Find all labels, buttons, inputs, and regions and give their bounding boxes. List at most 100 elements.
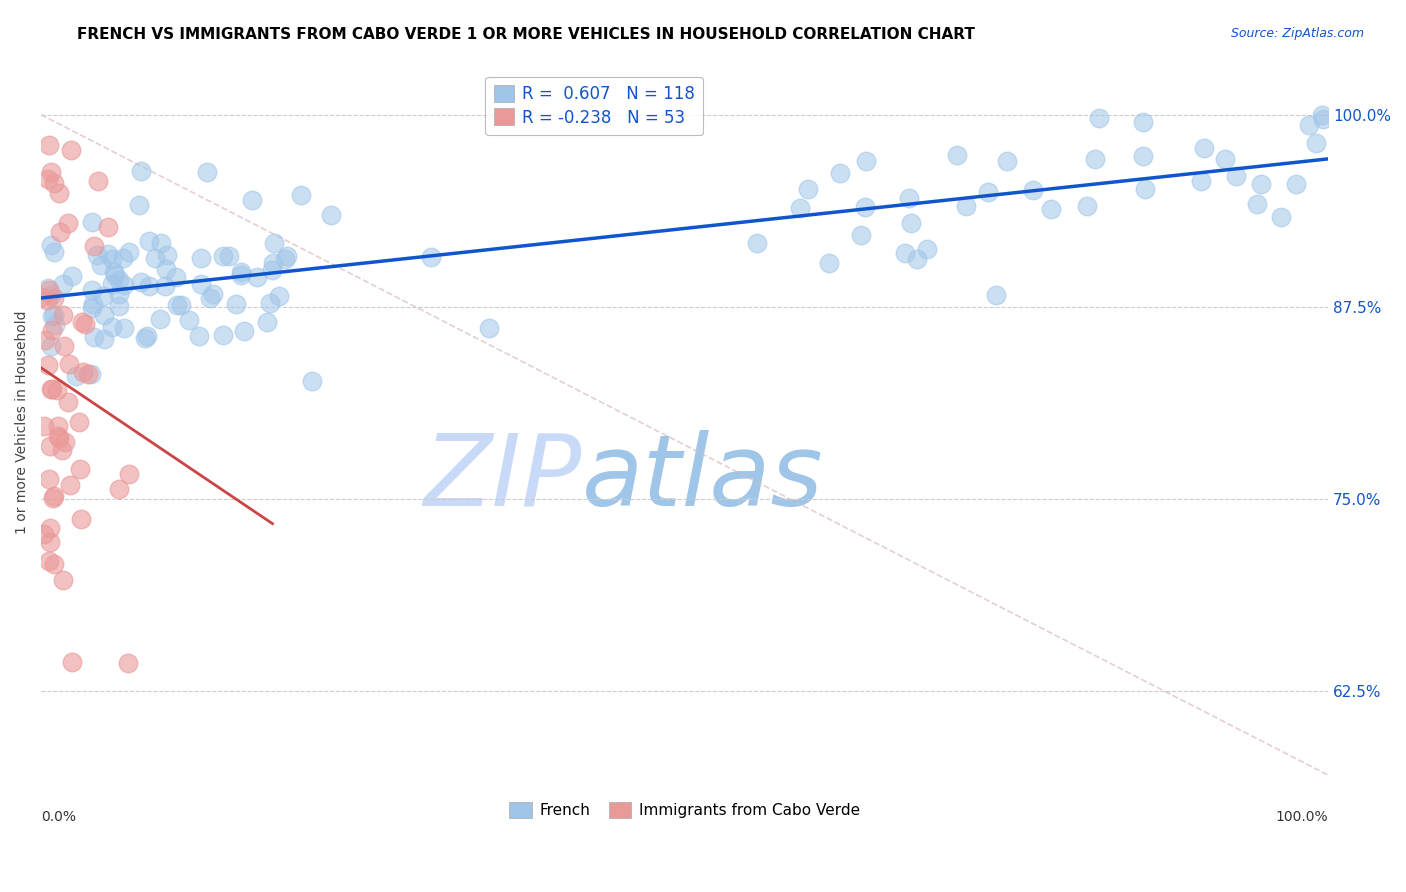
Text: Source: ZipAtlas.com: Source: ZipAtlas.com [1230, 27, 1364, 40]
Point [797, 182, 820, 196]
Point [1133, 182, 1156, 196]
Point [851, 227, 873, 242]
Point [67, 415, 90, 429]
Point [128, 197, 150, 211]
Point [818, 256, 841, 270]
Point [212, 249, 235, 263]
Point [229, 265, 252, 279]
Point [65, 368, 87, 383]
Point [1040, 202, 1063, 216]
Point [202, 287, 225, 301]
Point [1088, 112, 1111, 126]
Point [915, 242, 938, 256]
Point [42, 557, 65, 571]
Point [44, 291, 66, 305]
Point [41, 310, 63, 324]
Point [855, 154, 877, 169]
Point [73, 317, 96, 331]
Point [60, 268, 83, 283]
Point [478, 321, 501, 335]
Point [828, 166, 851, 180]
Point [269, 289, 291, 303]
Point [100, 252, 122, 267]
Point [93, 308, 115, 322]
Point [69, 462, 91, 476]
Point [60, 655, 83, 669]
Point [39, 521, 62, 535]
Point [745, 235, 768, 250]
Point [1298, 118, 1320, 132]
Point [42, 491, 65, 505]
Point [93, 332, 115, 346]
Point [143, 252, 166, 266]
Point [42, 177, 65, 191]
Point [44, 318, 66, 332]
Point [45, 383, 67, 397]
Point [97, 219, 120, 234]
Point [156, 248, 179, 262]
Point [900, 216, 922, 230]
Point [190, 251, 212, 265]
Point [41, 322, 63, 336]
Point [52, 573, 75, 587]
Text: ZIP: ZIP [423, 430, 582, 527]
Point [259, 296, 281, 310]
Point [34, 527, 56, 541]
Point [1022, 183, 1045, 197]
Point [103, 265, 125, 279]
Point [149, 235, 172, 250]
Point [32, 419, 55, 434]
Point [898, 192, 921, 206]
Point [38, 535, 60, 549]
Point [53, 434, 76, 449]
Point [70, 315, 93, 329]
Point [134, 331, 156, 345]
Point [246, 270, 269, 285]
Point [1250, 177, 1272, 191]
Point [46, 419, 69, 434]
Point [34, 333, 56, 347]
Point [44, 245, 66, 260]
Point [200, 291, 222, 305]
Point [108, 299, 131, 313]
Point [231, 268, 253, 282]
Point [894, 246, 917, 260]
Point [59, 143, 82, 157]
Point [211, 327, 233, 342]
Point [39, 238, 62, 252]
Y-axis label: 1 or more Vehicles in Household: 1 or more Vehicles in Household [15, 310, 30, 533]
Point [905, 252, 928, 267]
Point [1246, 196, 1268, 211]
Point [955, 199, 977, 213]
Point [59, 477, 82, 491]
Point [995, 154, 1018, 169]
Point [240, 193, 263, 207]
Point [262, 256, 284, 270]
Point [42, 308, 65, 322]
Point [986, 287, 1008, 301]
Point [108, 482, 131, 496]
Point [112, 321, 135, 335]
Point [101, 277, 124, 292]
Point [83, 239, 105, 253]
Point [90, 258, 112, 272]
Point [263, 236, 285, 251]
Point [48, 186, 70, 200]
Point [256, 315, 278, 329]
Point [149, 312, 172, 326]
Point [225, 297, 247, 311]
Point [1310, 107, 1333, 121]
Text: FRENCH VS IMMIGRANTS FROM CABO VERDE 1 OR MORE VEHICLES IN HOUSEHOLD CORRELATION: FRENCH VS IMMIGRANTS FROM CABO VERDE 1 O… [77, 27, 976, 42]
Point [138, 234, 160, 248]
Point [30, 290, 52, 304]
Point [77, 368, 100, 382]
Point [165, 270, 187, 285]
Point [35, 293, 58, 307]
Point [1084, 153, 1107, 167]
Point [48, 429, 70, 443]
Point [138, 279, 160, 293]
Point [1213, 152, 1236, 166]
Point [93, 289, 115, 303]
Point [80, 215, 103, 229]
Point [58, 357, 80, 371]
